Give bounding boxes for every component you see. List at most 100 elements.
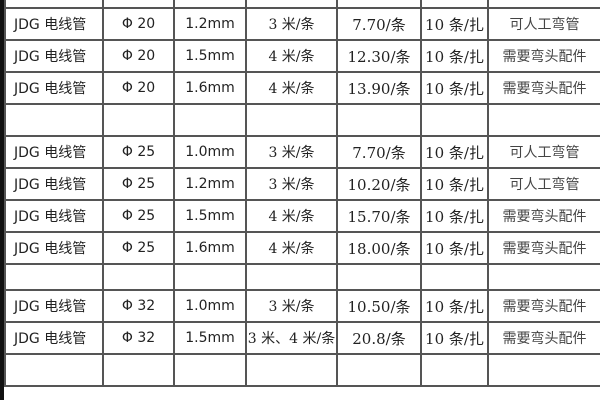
table-cell: 10 条/扎 xyxy=(420,289,489,323)
table-cell xyxy=(420,353,489,387)
table-cell: Φ 20 xyxy=(102,39,175,73)
table-cell: Φ 32 xyxy=(102,321,175,355)
table-cell: JDG 电线管 xyxy=(4,231,104,265)
table-cell: 1.2mm xyxy=(173,7,247,41)
table-cell: 10.20/条 xyxy=(336,167,422,201)
table-cell xyxy=(420,0,489,9)
table-row: JDG 电线管 Φ 20 1.2mm 3 米/条 7.70/条 10 条/扎 可人工弯管 xyxy=(4,7,600,41)
empty-row xyxy=(4,263,600,291)
table-cell xyxy=(336,263,422,291)
table-cell: 10 条/扎 xyxy=(420,321,489,355)
table-cell xyxy=(4,103,104,137)
table-cell xyxy=(336,353,422,387)
table-cell: 4 米/条 xyxy=(245,39,338,73)
table-cell: 10 条/扎 xyxy=(420,7,489,41)
table-cell xyxy=(173,0,247,9)
table-cell xyxy=(245,263,338,291)
table-cell: 需要弯头配件 xyxy=(487,321,600,355)
table-cell: JDG 电线管 xyxy=(4,71,104,105)
table-cell: 可人工弯管 xyxy=(487,7,600,41)
table-cell: 需要弯头配件 xyxy=(487,289,600,323)
table-cell xyxy=(173,353,247,387)
price-table: JDG 电线管 Φ 20 1.2mm 3 米/条 7.70/条 10 条/扎 可人工弯管 JD… xyxy=(4,0,600,387)
table-cell: 3 米/条 xyxy=(245,135,338,169)
table-cell xyxy=(4,353,104,387)
table-cell: 1.0mm xyxy=(173,289,247,323)
table-cell: 20.8/条 xyxy=(336,321,422,355)
table-cell xyxy=(245,353,338,387)
table-cell: 需要弯头配件 xyxy=(487,71,600,105)
table-cell: 1.5mm xyxy=(173,199,247,233)
table-cell: 需要弯头配件 xyxy=(487,39,600,73)
table-cell xyxy=(173,103,247,137)
table-cell: Φ 25 xyxy=(102,199,175,233)
table-cell: 15.70/条 xyxy=(336,199,422,233)
table-cell: 12.30/条 xyxy=(336,39,422,73)
table-cell: 1.6mm xyxy=(173,231,247,265)
table-row: JDG 电线管 Φ 32 1.0mm 3 米/条 10.50/条 10 条/扎 需要弯头配件 xyxy=(4,289,600,323)
table-cell xyxy=(102,103,175,137)
table-cell: 10 条/扎 xyxy=(420,71,489,105)
table-cell: 可人工弯管 xyxy=(487,135,600,169)
table-cell xyxy=(487,103,600,137)
table-cell xyxy=(487,263,600,291)
table-cell: JDG 电线管 xyxy=(4,321,104,355)
table-cell: JDG 电线管 xyxy=(4,39,104,73)
table-cell: 1.0mm xyxy=(173,135,247,169)
table-cell: 4 米/条 xyxy=(245,199,338,233)
table-cell: 10 条/扎 xyxy=(420,135,489,169)
table-cell: 1.5mm xyxy=(173,321,247,355)
table-row: JDG 电线管 Φ 25 1.2mm 3 米/条 10.20/条 10 条/扎 可人工弯管 xyxy=(4,167,600,201)
table-cell: 3 米、4 米/条 xyxy=(245,321,338,355)
table-cell: Φ 25 xyxy=(102,135,175,169)
table-cell: JDG 电线管 xyxy=(4,167,104,201)
table-cell: 4 米/条 xyxy=(245,231,338,265)
table-cell: Φ 25 xyxy=(102,167,175,201)
table-row: JDG 电线管 Φ 20 1.6mm 4 米/条 13.90/条 10 条/扎 需要弯头配件 xyxy=(4,71,600,105)
left-border xyxy=(0,0,4,400)
table-cell xyxy=(4,0,104,9)
table-cell: 需要弯头配件 xyxy=(487,199,600,233)
table-cell: 3 米/条 xyxy=(245,167,338,201)
table-cell: Φ 20 xyxy=(102,7,175,41)
table-cell: 1.5mm xyxy=(173,39,247,73)
table-cell: 1.2mm xyxy=(173,167,247,201)
table-cell xyxy=(420,103,489,137)
table-row: JDG 电线管 Φ 32 1.5mm 3 米、4 米/条 20.8/条 10 条/扎 需要弯… xyxy=(4,321,600,355)
table-cell xyxy=(102,353,175,387)
table-cell xyxy=(245,0,338,9)
table-cell: Φ 20 xyxy=(102,71,175,105)
table-cell: 7.70/条 xyxy=(336,7,422,41)
table-cell: 4 米/条 xyxy=(245,71,338,105)
table-cell: 13.90/条 xyxy=(336,71,422,105)
table-cell xyxy=(487,353,600,387)
table-cell: 3 米/条 xyxy=(245,7,338,41)
table-cell: 10 条/扎 xyxy=(420,199,489,233)
table-cell xyxy=(245,103,338,137)
table-cell: 10.50/条 xyxy=(336,289,422,323)
table-cell: 可人工弯管 xyxy=(487,167,600,201)
empty-row xyxy=(4,353,600,387)
table-row: JDG 电线管 Φ 25 1.5mm 4 米/条 15.70/条 10 条/扎 需要弯头配件 xyxy=(4,199,600,233)
table-cell xyxy=(102,263,175,291)
table-cell xyxy=(173,263,247,291)
table-cell: Φ 32 xyxy=(102,289,175,323)
table-cell: Φ 25 xyxy=(102,231,175,265)
table-cell: 1.6mm xyxy=(173,71,247,105)
table-cell: 10 条/扎 xyxy=(420,167,489,201)
table-cell: 10 条/扎 xyxy=(420,39,489,73)
table-cell: 10 条/扎 xyxy=(420,231,489,265)
empty-row xyxy=(4,0,600,9)
table-cell: JDG 电线管 xyxy=(4,289,104,323)
table-cell: 7.70/条 xyxy=(336,135,422,169)
table-cell: JDG 电线管 xyxy=(4,7,104,41)
table-row: JDG 电线管 Φ 20 1.5mm 4 米/条 12.30/条 10 条/扎 需要弯头配件 xyxy=(4,39,600,73)
table-cell xyxy=(336,0,422,9)
empty-row xyxy=(4,103,600,137)
table-cell xyxy=(4,263,104,291)
table-row: JDG 电线管 Φ 25 1.0mm 3 米/条 7.70/条 10 条/扎 可人工弯管 xyxy=(4,135,600,169)
table-cell xyxy=(420,263,489,291)
table-cell: 3 米/条 xyxy=(245,289,338,323)
table-cell xyxy=(487,0,600,9)
table-cell: JDG 电线管 xyxy=(4,199,104,233)
